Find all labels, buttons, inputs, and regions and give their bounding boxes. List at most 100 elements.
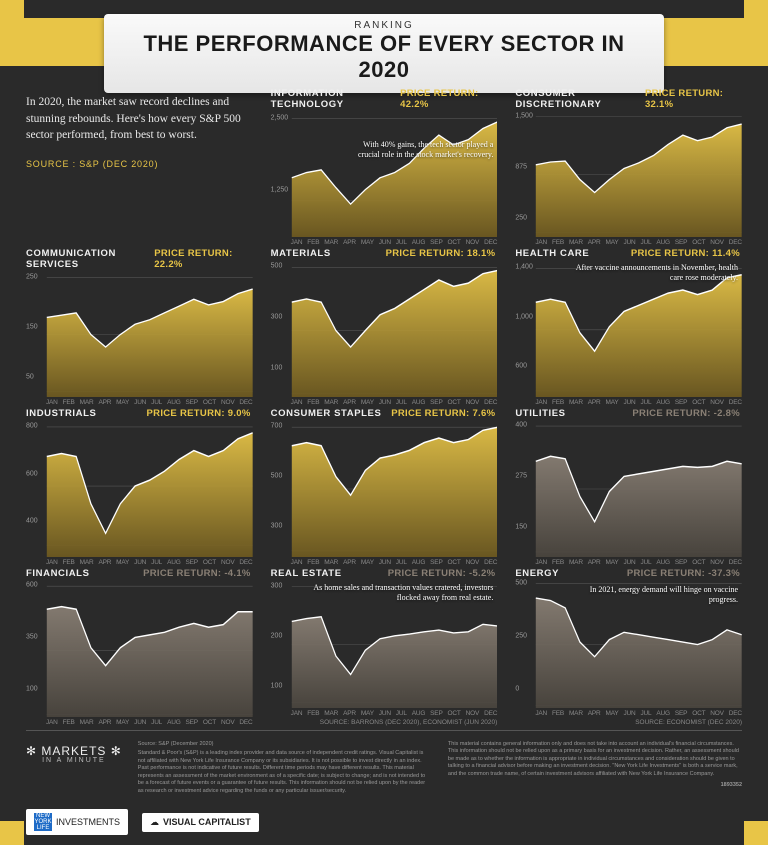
month-label: FEB [63, 399, 75, 406]
nyl-square: NEW YORK LIFE [34, 813, 52, 831]
month-label: FEB [552, 559, 564, 566]
sector-name: ENERGY [515, 568, 559, 579]
chart-header: CONSUMER DISCRETIONARY PRICE RETURN: 32.… [515, 88, 742, 112]
month-label: JUN [134, 559, 146, 566]
month-label: AUG [412, 559, 426, 566]
chart-header: MATERIALS PRICE RETURN: 18.1% [271, 248, 498, 261]
month-label: MAY [361, 399, 374, 406]
month-label: SEP [675, 239, 687, 246]
month-label: JAN [535, 239, 547, 246]
chart-header: COMMUNICATION SERVICES PRICE RETURN: 22.… [26, 248, 253, 272]
month-label: OCT [203, 719, 216, 726]
month-label: APR [588, 399, 601, 406]
chart-plot: 6001,0001,400 After vaccine announcement… [515, 261, 742, 397]
chart-header: CONSUMER STAPLES PRICE RETURN: 7.6% [271, 408, 498, 421]
month-label: NOV [710, 399, 724, 406]
month-label: AUG [656, 559, 670, 566]
month-label: SEP [430, 239, 442, 246]
price-return: PRICE RETURN: 22.2% [154, 248, 250, 270]
chart-plot: 100200300 As home sales and transaction … [271, 581, 498, 708]
month-label: FEB [63, 719, 75, 726]
month-label: MAR [80, 559, 94, 566]
month-label: MAY [116, 399, 129, 406]
month-label: MAY [361, 239, 374, 246]
month-label: NOV [221, 559, 235, 566]
chart-subsource: SOURCE: BARRONS (DEC 2020), ECONOMIST (J… [271, 717, 498, 726]
chart-annotation: After vaccine announcements in November,… [568, 263, 738, 283]
month-label: NOV [466, 399, 480, 406]
month-axis: JANFEBMARAPRMAYJUNJULAUGSEPOCTNOVDEC [515, 237, 742, 246]
month-label: MAR [80, 719, 94, 726]
chart-annotation: In 2021, energy demand will hinge on vac… [568, 585, 738, 605]
chart-plot: 150275400 [515, 421, 742, 557]
footer: ✻ MARKETS ✻ IN A MINUTE Source: S&P (Dec… [26, 730, 742, 835]
chart-plot: 0250500 In 2021, energy demand will hing… [515, 581, 742, 708]
chart-header: INDUSTRIALS PRICE RETURN: 9.0% [26, 408, 253, 421]
month-label: AUG [167, 559, 181, 566]
month-label: JUL [640, 559, 651, 566]
chart-header: UTILITIES PRICE RETURN: -2.8% [515, 408, 742, 421]
main-title: THE PERFORMANCE OF EVERY SECTOR IN 2020 [118, 31, 650, 83]
chart-plot: 100350600 [26, 581, 253, 717]
month-label: MAR [569, 399, 583, 406]
sector-name: HEALTH CARE [515, 248, 589, 259]
month-axis: JANFEBMARAPRMAYJUNJULAUGSEPOCTNOVDEC [515, 557, 742, 566]
sector-chart: HEALTH CARE PRICE RETURN: 11.4% 6001,000… [515, 248, 742, 406]
month-label: JUN [623, 399, 635, 406]
disclaimer-left: Source: S&P (December 2020) Standard & P… [138, 741, 432, 795]
month-label: SEP [430, 710, 442, 717]
month-label: JUN [134, 399, 146, 406]
month-label: FEB [552, 239, 564, 246]
month-label: JUL [151, 559, 162, 566]
month-label: MAY [606, 239, 619, 246]
month-label: MAR [569, 710, 583, 717]
month-label: JAN [291, 399, 303, 406]
sector-chart: UTILITIES PRICE RETURN: -2.8% 150275400 … [515, 408, 742, 566]
chart-svg [515, 421, 742, 557]
month-label: SEP [186, 559, 198, 566]
month-label: MAR [80, 399, 94, 406]
month-axis: JANFEBMARAPRMAYJUNJULAUGSEPOCTNOVDEC [26, 397, 253, 406]
month-label: SEP [675, 559, 687, 566]
footer-source: Source: S&P (December 2020) [138, 741, 432, 748]
month-label: DEC [239, 399, 252, 406]
month-label: DEC [239, 559, 252, 566]
month-label: FEB [307, 710, 319, 717]
intro-source: SOURCE : S&P (DEC 2020) [26, 158, 244, 171]
intro-cell: In 2020, the market saw record declines … [26, 88, 253, 246]
month-label: APR [588, 559, 601, 566]
month-label: JAN [535, 559, 547, 566]
month-label: FEB [307, 399, 319, 406]
brand-text: MARKETS [41, 744, 106, 758]
chart-header: REAL ESTATE PRICE RETURN: -5.2% [271, 568, 498, 581]
chart-svg [26, 272, 253, 397]
nyl-text: INVESTMENTS [56, 817, 120, 827]
month-label: JAN [46, 719, 58, 726]
month-label: DEC [729, 710, 742, 717]
month-axis: JANFEBMARAPRMAYJUNJULAUGSEPOCTNOVDEC [271, 708, 498, 717]
sector-name: UTILITIES [515, 408, 565, 419]
month-label: APR [343, 239, 356, 246]
chart-svg [515, 112, 742, 237]
month-axis: JANFEBMARAPRMAYJUNJULAUGSEPOCTNOVDEC [515, 708, 742, 717]
month-label: DEC [484, 399, 497, 406]
price-return: PRICE RETURN: 18.1% [386, 248, 496, 259]
month-label: APR [98, 719, 111, 726]
month-label: JUL [396, 710, 407, 717]
month-label: MAY [361, 710, 374, 717]
month-label: AUG [656, 239, 670, 246]
month-label: JAN [291, 559, 303, 566]
month-label: DEC [729, 399, 742, 406]
month-label: FEB [63, 559, 75, 566]
sector-chart: CONSUMER DISCRETIONARY PRICE RETURN: 32.… [515, 88, 742, 246]
month-label: FEB [307, 239, 319, 246]
title-kicker: RANKING [118, 20, 650, 31]
month-label: MAR [324, 239, 338, 246]
footer-code: 1893352 [448, 782, 742, 789]
chart-header: FINANCIALS PRICE RETURN: -4.1% [26, 568, 253, 581]
month-label: DEC [484, 559, 497, 566]
month-label: JAN [291, 239, 303, 246]
month-label: JAN [535, 710, 547, 717]
month-label: OCT [203, 559, 216, 566]
month-label: JUN [379, 710, 391, 717]
